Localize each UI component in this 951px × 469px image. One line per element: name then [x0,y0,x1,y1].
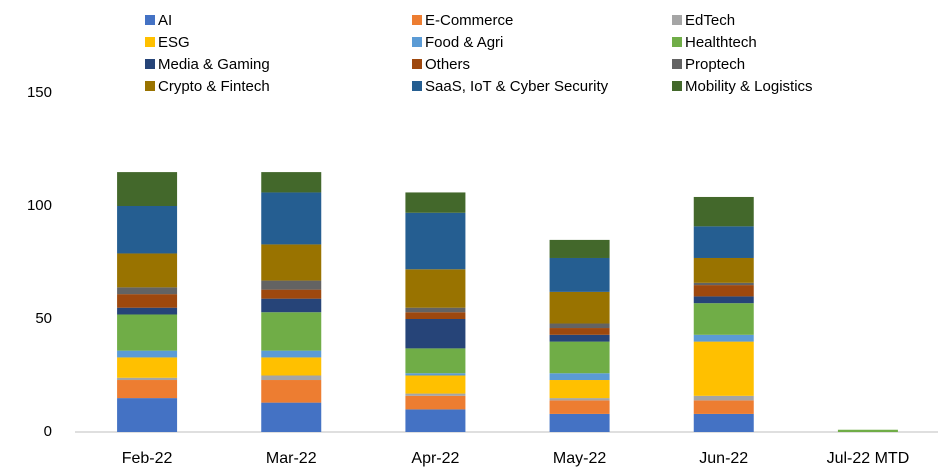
legend-label: Mobility & Logistics [685,78,813,95]
legend-label: Proptech [685,56,745,73]
legend-swatch [672,37,682,47]
bar-segment [405,312,466,319]
legend-label: Media & Gaming [158,56,270,73]
legend-label: EdTech [685,12,735,29]
x-tick-label: Apr-22 [411,450,459,467]
bar-segment [261,192,322,245]
bar-segment [405,212,466,270]
bar-segment [261,172,322,193]
bar-segment [117,357,178,378]
bar-segment [693,226,754,258]
x-tick-label: Feb-22 [122,450,173,467]
legend-swatch [145,15,155,25]
legend-label: Food & Agri [425,34,503,51]
bar-segment [405,269,466,308]
x-tick-label: Jul-22 MTD [827,450,910,467]
bar-segment [261,280,322,290]
bar-segment [117,287,178,295]
bar-segment [549,323,610,329]
bar-segment [549,291,610,324]
legend-label: SaaS, IoT & Cyber Security [425,78,609,95]
bar-segment [117,307,178,315]
legend-label: AI [158,12,172,29]
y-tick-label: 100 [27,197,52,214]
bar-segment [693,395,754,401]
bar-segment [693,196,754,227]
bar-segment [261,289,322,299]
legend-label: Crypto & Fintech [158,78,270,95]
legend-swatch [412,81,422,91]
bar-segment [693,257,754,283]
bar-segment [405,192,466,213]
bar-segment [693,334,754,342]
bar-segment [837,429,898,432]
bar-segment [693,341,754,396]
bar-segment [117,294,178,308]
legend-swatch [672,59,682,69]
bar-segment [405,375,466,394]
bar-segment [261,350,322,358]
legend-label: Others [425,56,470,73]
bar-segment [405,348,466,374]
bar-segment [261,244,322,281]
legend-swatch [672,15,682,25]
bar-segment [117,253,178,288]
bar-segment [549,373,610,381]
legend-label: ESG [158,34,190,51]
bar-segment [549,257,610,292]
bar-segment [549,239,610,258]
x-tick-label: Jun-22 [699,450,748,467]
bar-segment [549,341,610,374]
bar-segment [117,206,178,254]
x-tick-label: Mar-22 [266,450,317,467]
legend-swatch [145,59,155,69]
bar-segment [117,314,178,351]
bar-segment [549,400,610,414]
legend-swatch [145,81,155,91]
bar-segment [693,413,754,432]
bar-segment [405,393,466,396]
x-tick-label: May-22 [553,450,606,467]
legend-swatch [145,37,155,47]
bar-segment [261,357,322,376]
bar-segment [549,398,610,401]
bar-segment [117,350,178,358]
bar-segment [261,375,322,381]
bar-segment [117,377,178,381]
bar-segment [405,395,466,410]
legend-swatch [672,81,682,91]
bar-segment [117,398,178,432]
y-tick-label: 150 [27,84,52,101]
y-tick-label: 50 [35,310,52,327]
legend-label: Healthtech [685,34,757,51]
legend-label: E-Commerce [425,12,513,29]
bar-segment [549,334,610,342]
bar-segment [405,373,466,376]
bar-segment [261,312,322,351]
legend-swatch [412,59,422,69]
bar-segment [693,303,754,335]
bar-segment [693,400,754,414]
bar-segment [261,298,322,313]
bar-segment [693,296,754,304]
bar-segment [261,402,322,432]
bar-segment [549,413,610,432]
legend-swatch [412,37,422,47]
bar-segment [405,409,466,432]
y-tick-label: 0 [44,423,52,440]
bar-segment [405,307,466,313]
bar-segment [405,319,466,349]
bar-segment [117,172,178,206]
legend-swatch [412,15,422,25]
bar-segment [693,282,754,286]
bar-segment [549,380,610,399]
bar-segment [261,380,322,403]
bar-segment [117,380,178,399]
bar-segment [693,285,754,297]
bar-segment [549,328,610,335]
